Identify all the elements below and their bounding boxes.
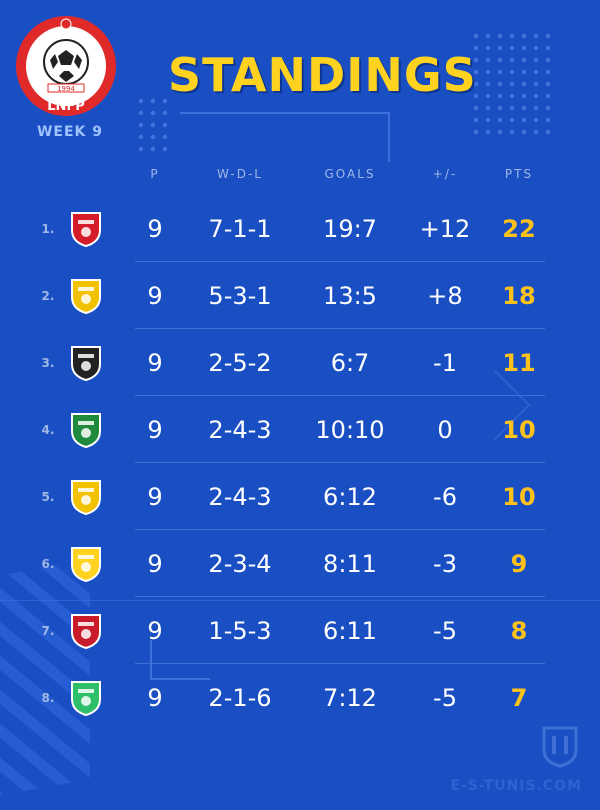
points-cell: 22 [502,214,536,243]
rank-cell: 6. [41,556,55,571]
diff-cell: -6 [433,482,457,511]
points-cell: 9 [510,549,528,578]
rank-cell: 1. [41,221,55,236]
table-row: 3. 9 2-5-2 6:7 -1 11 [0,329,600,396]
table-row: 5. 9 2-4-3 6:12 -6 10 [0,463,600,530]
wdl-cell: 2-3-4 [208,549,272,578]
team-badge-icon [67,478,105,516]
row-divider [135,328,545,329]
rank-cell: 8. [41,690,55,705]
goals-cell: 6:11 [323,616,377,645]
rank-cell: 3. [41,355,55,370]
wdl-cell: 2-4-3 [208,415,272,444]
row-divider [135,462,545,463]
played-cell: 9 [147,549,163,578]
points-cell: 10 [502,415,536,444]
points-cell: 8 [510,616,528,645]
diff-cell: +12 [419,214,471,243]
watermark-text: E-S-TUNIS.COM [450,778,582,794]
rank-cell: 5. [41,489,55,504]
line-decoration [180,112,390,162]
goals-cell: 10:10 [315,415,385,444]
played-cell: 9 [147,482,163,511]
row-divider [135,663,545,664]
played-cell: 9 [147,415,163,444]
wdl-cell: 2-4-3 [208,482,272,511]
diff-cell: -3 [433,549,457,578]
played-cell: 9 [147,683,163,712]
watermark-icon [542,726,578,768]
team-badge-icon [67,344,105,382]
goals-cell: 6:7 [330,348,370,377]
goals-cell: 8:11 [323,549,377,578]
team-badge-icon [67,277,105,315]
goals-cell: 19:7 [323,214,377,243]
logo-year: 1994 [57,85,75,93]
col-header-p: P [150,167,160,181]
points-cell: 7 [510,683,528,712]
table-row: 7. 9 1-5-3 6:11 -5 8 [0,597,600,664]
dot-pattern [135,95,175,155]
goals-cell: 6:12 [323,482,377,511]
diff-cell: -5 [433,683,457,712]
team-badge-icon [67,612,105,650]
dot-pattern [470,30,550,140]
rank-cell: 4. [41,422,55,437]
wdl-cell: 2-5-2 [208,348,272,377]
diff-cell: +8 [427,281,463,310]
col-header-goals: GOALS [324,167,376,181]
col-header-pts: PTS [504,167,534,181]
points-cell: 11 [502,348,536,377]
col-header-wdl: W-D-L [217,167,263,181]
league-label: WEEK 9 [36,124,104,140]
played-cell: 9 [147,616,163,645]
table-row: 1. 9 7-1-1 19:7 +12 22 [0,195,600,262]
wdl-cell: 1-5-3 [208,616,272,645]
league-logo: 1994 LNFP [14,14,119,119]
played-cell: 9 [147,214,163,243]
table-row: 8. 9 2-1-6 7:12 -5 7 [0,664,600,731]
points-cell: 18 [502,281,536,310]
played-cell: 9 [147,281,163,310]
table-row: 6. 9 2-3-4 8:11 -3 9 [0,530,600,597]
team-badge-icon [67,210,105,248]
row-divider [135,395,545,396]
col-header-diff: +/- [432,167,458,181]
logo-text: LNFP [47,99,85,114]
diff-cell: -1 [433,348,457,377]
wdl-cell: 7-1-1 [208,214,272,243]
team-badge-icon [67,545,105,583]
team-badge-icon [67,679,105,717]
goals-cell: 13:5 [323,281,377,310]
row-divider [135,596,545,597]
table-row: 2. 9 5-3-1 13:5 +8 18 [0,262,600,329]
team-badge-icon [67,411,105,449]
table-header: P W-D-L GOALS +/- PTS [0,167,600,187]
played-cell: 9 [147,348,163,377]
table-row: 4. 9 2-4-3 10:10 0 10 [0,396,600,463]
points-cell: 10 [502,482,536,511]
wdl-cell: 5-3-1 [208,281,272,310]
diff-cell: -5 [433,616,457,645]
goals-cell: 7:12 [323,683,377,712]
page-title: STANDINGS [168,48,477,102]
wdl-cell: 2-1-6 [208,683,272,712]
row-divider [135,261,545,262]
rank-cell: 2. [41,288,55,303]
diff-cell: 0 [437,415,453,444]
rank-cell: 7. [41,623,55,638]
row-divider [135,529,545,530]
